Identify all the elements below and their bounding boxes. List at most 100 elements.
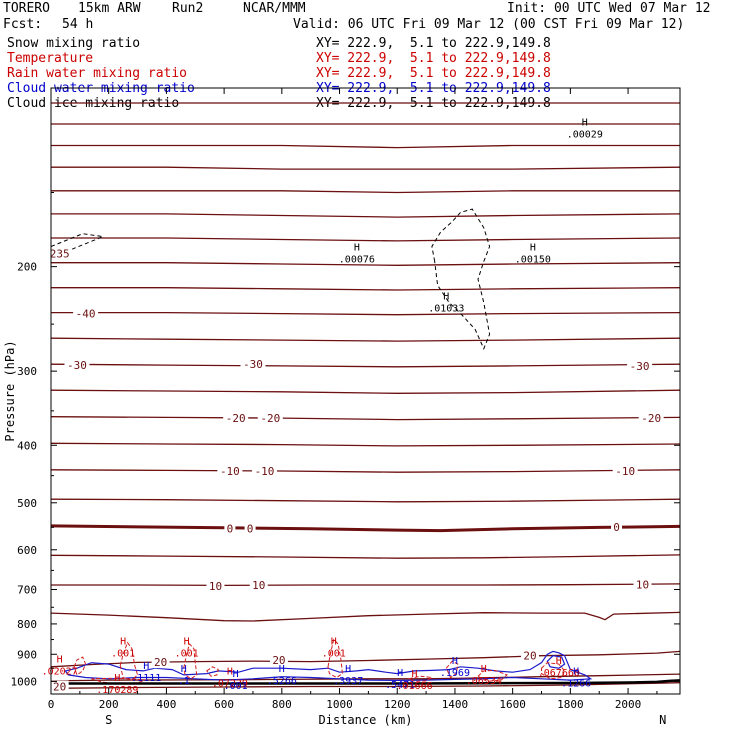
max-marker: H: [279, 664, 285, 675]
x-tick-label: 1000: [326, 698, 353, 711]
temperature-label-bg: [269, 654, 288, 667]
temperature-label-bg: [257, 412, 283, 425]
max-marker: H: [227, 667, 233, 678]
temperature-label: -40: [76, 308, 96, 321]
temperature-label-bg: [224, 522, 236, 535]
temperature-contour--60: [51, 144, 680, 149]
header-valid: Valid: 06 UTC Fri 09 Mar 12 (00 CST Fri …: [293, 17, 685, 32]
rain-contour: [477, 669, 508, 682]
max-marker: H: [114, 673, 120, 684]
temperature-label: 0: [613, 521, 620, 534]
max-marker: H: [582, 117, 588, 128]
temperature-contour-20: [51, 650, 680, 668]
y-tick-label: 600: [17, 544, 37, 557]
temperature-label-bg: [64, 359, 90, 372]
max-marker: H: [397, 668, 403, 679]
temperature-contour--60: [51, 213, 680, 218]
max-value-label: .1969: [440, 668, 470, 679]
rain-contour: [407, 675, 434, 682]
rain-contour: [541, 662, 566, 680]
temperature-label: 0: [227, 522, 234, 535]
max-value-label: .02027: [42, 666, 78, 677]
temperature-label: 20: [154, 656, 167, 669]
y-tick-label: 500: [17, 497, 37, 510]
rain-contour: [445, 660, 459, 679]
temperature-label: 20: [272, 654, 285, 667]
temperature-label-bg: [633, 578, 652, 591]
legend-rain-label: Rain water mixing ratio: [7, 66, 188, 81]
x-tick-label: 800: [272, 698, 292, 711]
temperature-contour-10: [51, 583, 680, 587]
x-tick-label: 600: [214, 698, 234, 711]
header-run: Run2: [172, 1, 204, 16]
temperature-label-bg: [50, 680, 69, 693]
max-value-label: .01666: [396, 681, 432, 692]
max-value-label: .00076: [339, 254, 375, 265]
temperature-label: 10: [252, 579, 265, 592]
y-tick-label: 1000: [11, 675, 38, 688]
max-value-label: .01033: [428, 304, 464, 315]
header-resolution: 15km ARW: [78, 1, 141, 16]
max-value-label: .170289: [96, 685, 138, 696]
rain-contour: [183, 643, 198, 680]
max-value-label: .001: [322, 648, 346, 659]
temperature-contour--40: [51, 311, 680, 316]
temperature-contour--50: [51, 237, 680, 242]
temperature-label: 20: [523, 650, 536, 663]
max-value-label: .001: [175, 648, 199, 659]
max-marker: H: [354, 242, 360, 253]
header-fcst-label: Fcst:: [3, 17, 43, 32]
y-tick-label: 300: [17, 365, 37, 378]
temperature-contour-0: [51, 498, 680, 503]
y-tick-label: 700: [17, 584, 37, 597]
temperature-label: -30: [67, 359, 87, 372]
x-tick-label: 400: [156, 698, 176, 711]
max-marker: H: [412, 669, 418, 680]
max-value-label: .06534: [466, 676, 502, 687]
temperature-contour--20: [51, 389, 680, 394]
temperature-label-bg: [217, 465, 243, 478]
rain-contour: [73, 656, 87, 676]
temperature-label-bg: [627, 359, 653, 372]
x-axis-label: Distance (km): [319, 713, 413, 727]
max-marker: H: [331, 636, 337, 647]
temperature-label: 0: [247, 522, 254, 535]
temperature-contour--60: [51, 166, 680, 170]
header-fcst-hours: 54 h: [62, 17, 94, 32]
cloud-water-contour: [64, 650, 593, 682]
temperature-contour-10: [51, 611, 680, 622]
y-tick-label: 200: [17, 261, 37, 274]
max-value-label: .1266: [561, 679, 591, 690]
max-marker: H: [57, 654, 63, 665]
cloud-water-contour: [546, 655, 566, 669]
end-label-left: S: [105, 713, 112, 727]
max-marker: H: [143, 661, 149, 672]
temperature-contour--10: [51, 442, 680, 447]
y-tick-label: 900: [17, 648, 37, 661]
max-value-label: .07239: [212, 679, 248, 690]
max-value-label: .001: [224, 681, 248, 692]
max-marker: H: [181, 664, 187, 675]
temperature-label-bg: [206, 579, 225, 592]
max-marker: H: [120, 636, 126, 647]
max-marker: H: [345, 664, 351, 675]
temperature-label-bg: [47, 247, 73, 260]
legend-temperature-xy: XY= 222.9, 5.1 to 222.9,149.8: [316, 51, 551, 66]
max-value-label: .067660: [538, 668, 580, 679]
rain-contour: [327, 638, 343, 679]
max-marker: H: [573, 667, 579, 678]
cloud-ice-contour: [431, 208, 491, 350]
y-axis-label: Pressure (hPa): [3, 340, 17, 441]
temperature-contour--40: [51, 287, 680, 291]
contour-clip-group: [51, 102, 680, 689]
x-tick-label: 1600: [499, 698, 526, 711]
axes-layer: 0 200 400 600 800 1000 1200 1400 1600 1800 2000200…: [3, 87, 681, 727]
temperature-contour--10: [51, 469, 680, 473]
y-tick-label: 800: [17, 618, 37, 631]
max-marker: H: [452, 656, 458, 667]
rain-contour: [206, 666, 219, 677]
max-marker: H: [530, 242, 536, 253]
temperature-contour-0: [51, 524, 680, 533]
max-value-label: .5471: [385, 680, 415, 691]
